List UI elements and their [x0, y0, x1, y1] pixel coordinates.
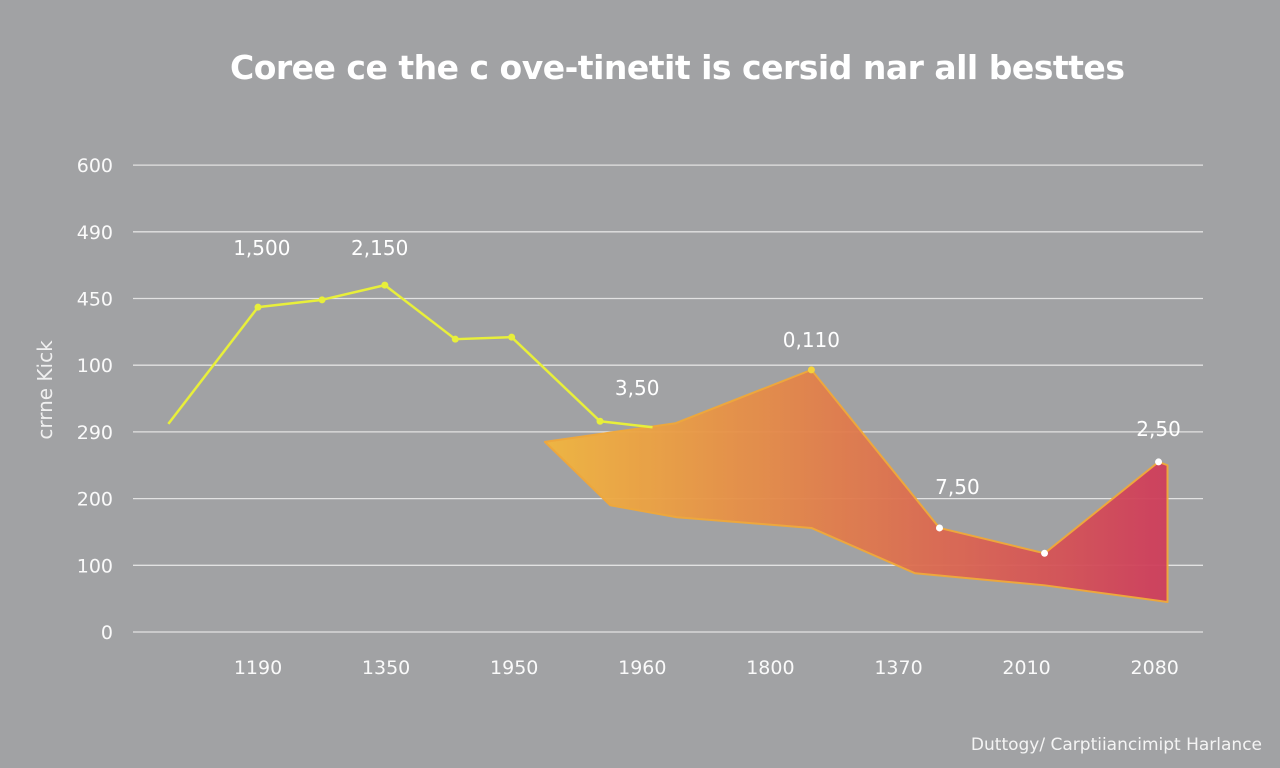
data-point: [508, 333, 516, 341]
x-tick-label: 1950: [490, 657, 538, 679]
data-point: [1041, 549, 1049, 557]
chart-credit: Duttogy/ Carptiiancimipt Harlance: [970, 735, 1262, 755]
data-label: 2,150: [351, 236, 408, 260]
data-label: 0,110: [783, 328, 840, 352]
x-tick-label: 1370: [874, 657, 922, 679]
y-tick-label: 100: [77, 355, 113, 377]
data-point: [318, 296, 326, 304]
x-tick-label: 1800: [746, 657, 794, 679]
data-point: [1155, 458, 1163, 466]
data-point: [935, 524, 943, 532]
data-label: 7,50: [935, 475, 980, 499]
data-label: 3,50: [615, 376, 660, 400]
chart-title: Coree ce the c ove-tinetit is cersid nar…: [230, 48, 1125, 87]
y-tick-label: 600: [77, 155, 113, 177]
data-label: 2,50: [1136, 417, 1181, 441]
line-series: [167, 283, 653, 429]
x-tick-label: 1190: [234, 657, 282, 679]
y-tick-label: 0: [101, 622, 113, 644]
data-point: [451, 335, 459, 343]
x-tick-label: 2010: [1002, 657, 1050, 679]
data-point: [381, 281, 389, 289]
x-tick-label: 2080: [1131, 657, 1179, 679]
y-tick-label: 490: [77, 222, 113, 244]
x-tick-label: 1350: [362, 657, 410, 679]
area-series: [543, 368, 1169, 603]
y-tick-label: 290: [77, 422, 113, 444]
y-tick-label: 200: [77, 489, 113, 511]
data-point: [596, 417, 604, 425]
data-point: [254, 303, 262, 311]
y-tick-label: 100: [77, 555, 113, 577]
data-point: [807, 366, 815, 374]
data-label: 1,500: [233, 236, 290, 260]
y-tick-label: 450: [77, 289, 113, 311]
x-tick-label: 1960: [618, 657, 666, 679]
